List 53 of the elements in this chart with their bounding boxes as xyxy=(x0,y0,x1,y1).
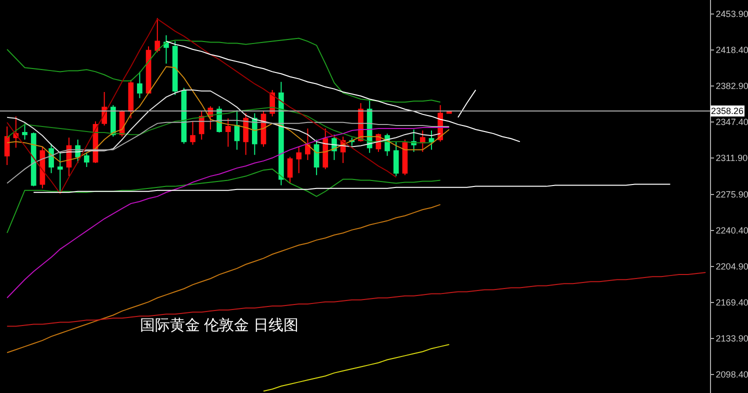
candlestick xyxy=(296,146,302,174)
candlestick xyxy=(154,17,160,53)
candlestick xyxy=(84,152,90,168)
candlestick xyxy=(137,71,142,99)
candlestick xyxy=(181,87,187,144)
candlestick xyxy=(287,156,293,184)
line-series xyxy=(262,344,450,392)
candlestick xyxy=(428,130,434,150)
candlestick xyxy=(225,118,231,148)
candlestick xyxy=(128,79,134,119)
y-tick-label: 2169.40 xyxy=(716,298,748,308)
candlestick xyxy=(172,40,178,96)
y-tick-label: 2382.90 xyxy=(716,81,748,92)
line-series xyxy=(6,120,450,184)
candlestick xyxy=(243,112,248,156)
candlestick xyxy=(420,130,426,152)
y-tick-label: 2204.90 xyxy=(716,262,748,272)
y-tick-label: 2453.90 xyxy=(716,9,748,20)
text: 国际黄金 伦敦金 日线图 xyxy=(140,317,298,334)
candlestick xyxy=(252,112,258,156)
y-tick-label: 2133.90 xyxy=(716,334,748,344)
y-tick-label: 2418.40 xyxy=(716,45,748,56)
candlestick xyxy=(48,143,54,174)
y-tick-label: 2098.40 xyxy=(716,370,748,380)
line-series xyxy=(6,18,397,194)
candlestick xyxy=(30,132,36,187)
line-series xyxy=(6,168,441,234)
y-tick-label: 2311.90 xyxy=(716,153,748,164)
line-series xyxy=(6,106,432,144)
candlestick xyxy=(305,128,310,160)
line-series xyxy=(166,40,520,142)
candlestick xyxy=(4,126,10,166)
ref-line-label: 2358.26 xyxy=(711,106,744,116)
candlestick xyxy=(190,120,196,146)
line-series xyxy=(6,126,450,298)
candlestick xyxy=(164,34,169,64)
y-tick-label: 2347.40 xyxy=(716,117,748,128)
candlestick xyxy=(13,116,19,148)
y-tick-label: 2275.90 xyxy=(716,190,748,200)
line-series xyxy=(33,184,671,193)
candlestick xyxy=(22,122,28,140)
candlestick xyxy=(402,139,408,176)
line-series xyxy=(6,204,441,354)
line-series xyxy=(6,66,450,162)
candlestick xyxy=(322,128,328,170)
line-series xyxy=(6,89,441,154)
line-series xyxy=(6,38,441,103)
candlestick xyxy=(110,104,116,138)
candlestick xyxy=(57,151,63,192)
candlestick xyxy=(393,141,399,177)
candlestick xyxy=(314,139,320,176)
candlestick xyxy=(234,110,240,150)
y-tick-label: 2240.40 xyxy=(716,226,748,236)
